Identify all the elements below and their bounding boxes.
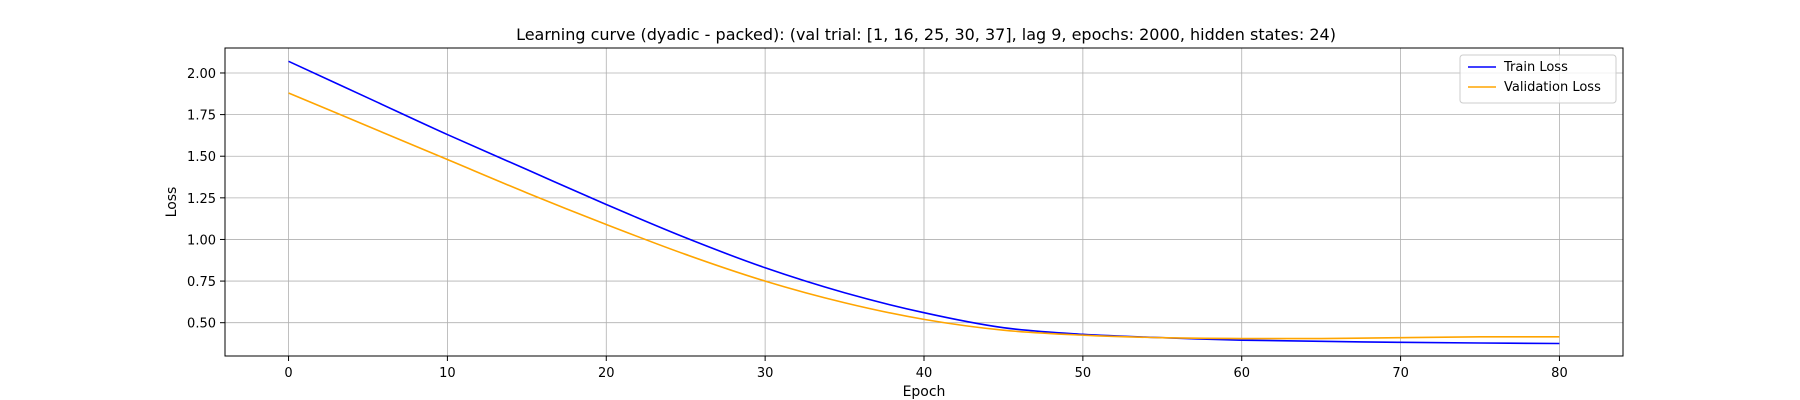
legend-label-validation-loss: Validation Loss	[1504, 80, 1601, 95]
y-axis-ticks: 0.50 0.75 1.00 1.25 1.50 1.75 2.00	[187, 67, 225, 332]
x-axis-ticks: 0 10 20 30 40 50 60 70 80	[284, 356, 1568, 381]
x-tick-label: 60	[1233, 366, 1250, 381]
legend-box	[1459, 54, 1617, 104]
y-tick-label: 2.00	[187, 67, 216, 82]
y-tick-label: 1.00	[187, 233, 216, 248]
chart-title: Learning curve (dyadic - packed): (val t…	[516, 25, 1336, 44]
x-tick-label: 80	[1551, 366, 1568, 381]
x-tick-label: 70	[1392, 366, 1409, 381]
legend: Train Loss Validation Loss	[1459, 54, 1617, 104]
series-line-validation-loss	[288, 92, 1560, 340]
x-tick-label: 10	[439, 366, 456, 381]
x-tick-label: 50	[1075, 366, 1092, 381]
x-tick-label: 30	[757, 366, 774, 381]
x-tick-label: 0	[284, 366, 292, 381]
x-axis-label: Epoch	[903, 384, 946, 400]
y-axis-label: Loss	[164, 187, 180, 218]
series-line-train-loss	[288, 60, 1560, 345]
x-tick-label: 40	[916, 366, 933, 381]
legend-label-train-loss: Train Loss	[1503, 60, 1568, 75]
y-tick-label: 1.50	[187, 150, 216, 165]
series-lines	[288, 60, 1560, 345]
x-tick-label: 20	[598, 366, 615, 381]
y-tick-label: 1.25	[187, 192, 216, 207]
grid	[225, 48, 1623, 356]
y-tick-label: 0.75	[187, 275, 216, 290]
y-tick-label: 1.75	[187, 109, 216, 124]
y-tick-label: 0.50	[187, 317, 216, 332]
